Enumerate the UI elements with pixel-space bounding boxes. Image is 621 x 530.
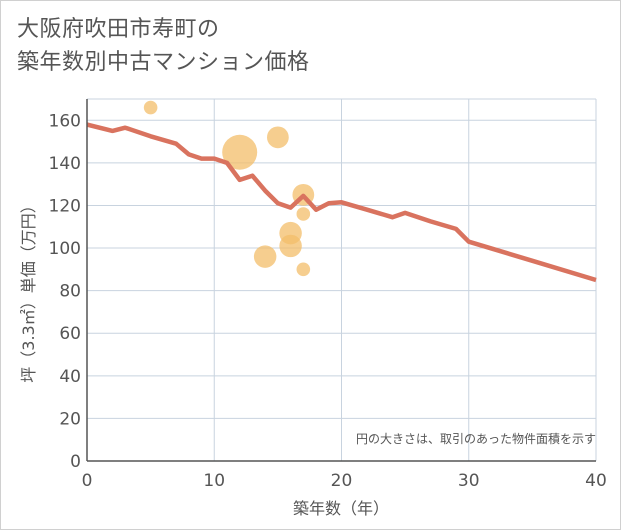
bubble-series <box>143 100 315 277</box>
y-tick-label: 40 <box>59 367 81 387</box>
y-tick-label: 0 <box>70 452 81 472</box>
y-tick-label: 60 <box>59 324 81 344</box>
bubble-point <box>266 126 289 149</box>
y-tick-label: 80 <box>59 282 81 302</box>
y-tick-label: 160 <box>49 111 81 131</box>
y-axis-label: 坪（3.3㎡）単価（万円） <box>19 197 38 382</box>
x-tick-label: 10 <box>203 471 225 491</box>
x-tick-label: 40 <box>585 471 607 491</box>
y-tick-label: 20 <box>59 409 81 429</box>
y-tick-label: 140 <box>49 154 81 174</box>
line-series <box>86 122 597 283</box>
size-note: 円の大きさは、取引のあった物件面積を示す <box>356 431 596 446</box>
bubble-point <box>143 100 158 115</box>
x-axis-label: 築年数（年） <box>293 499 389 518</box>
bubble-point <box>296 262 311 277</box>
bubble-point <box>253 245 277 268</box>
bubble-point <box>279 234 302 258</box>
axes: 0 20 40 60 80 100 120 140 160 0 10 20 30 40 <box>49 99 607 491</box>
chart-title: 大阪府吹田市寿町の 築年数別中古マンション価格 <box>17 13 310 79</box>
price-trend-line <box>86 122 597 283</box>
chart-title-line-1: 大阪府吹田市寿町の <box>17 17 220 42</box>
x-tick-label: 20 <box>331 471 353 491</box>
bubble-point <box>296 207 311 221</box>
bubble-point <box>222 134 258 170</box>
x-tick-label: 30 <box>458 471 480 491</box>
y-tick-label: 100 <box>49 239 81 259</box>
x-tick-label: 0 <box>82 471 93 491</box>
grid-lines <box>87 98 597 461</box>
y-tick-label: 120 <box>49 196 81 216</box>
chart-title-line-2: 築年数別中古マンション価格 <box>17 50 310 75</box>
